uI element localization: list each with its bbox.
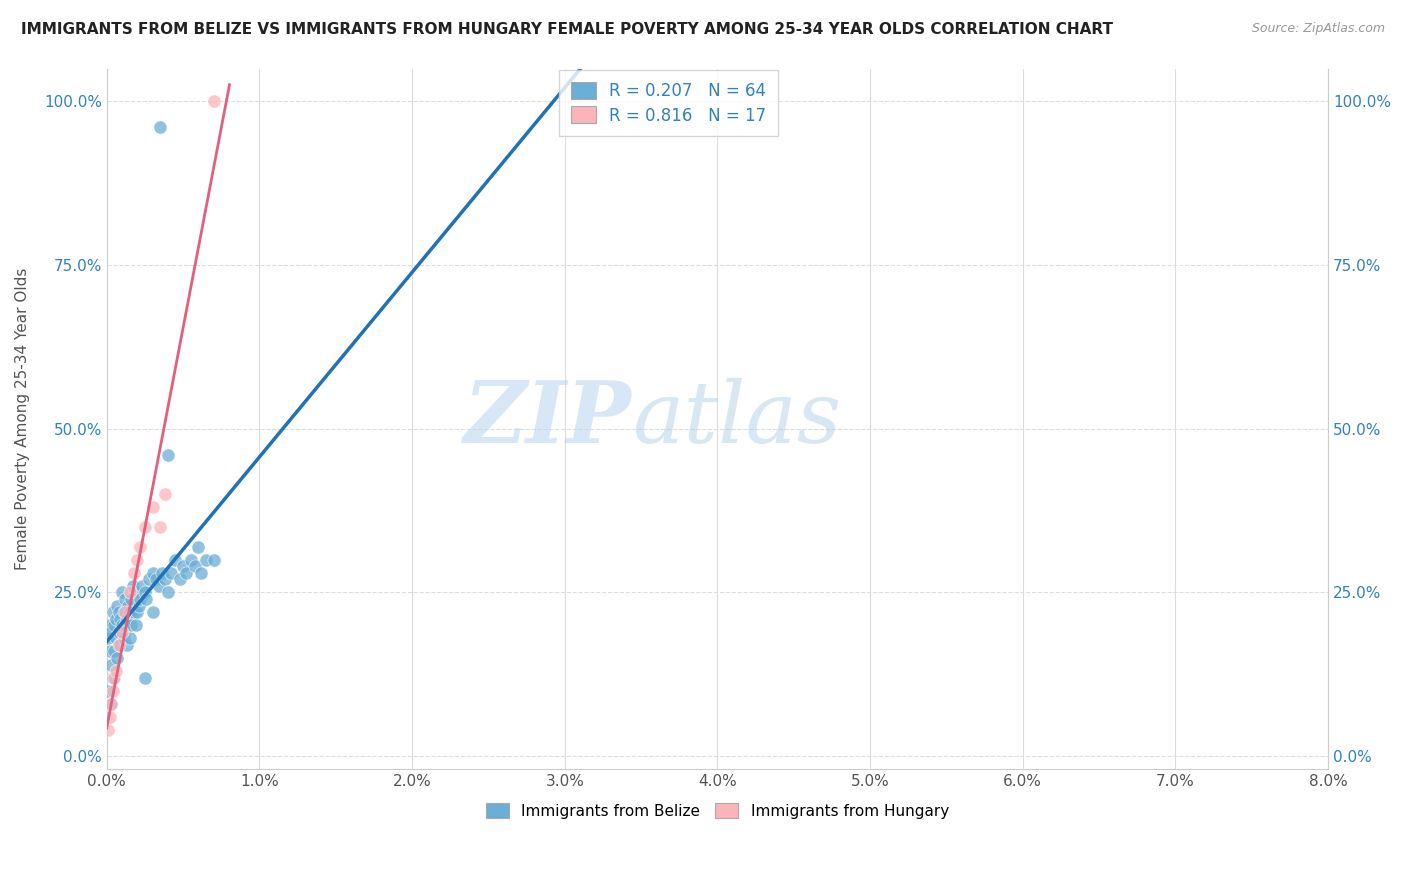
Point [153, 487, 176, 501]
Point [114, 592, 136, 607]
Point [121, 579, 143, 593]
Point [98, 644, 121, 658]
Point [153, 573, 176, 587]
Point [202, 552, 225, 566]
Point [131, 579, 153, 593]
Point [107, 599, 129, 613]
Point [138, 573, 160, 587]
Point [165, 552, 187, 566]
Point [120, 618, 142, 632]
Point [111, 624, 134, 639]
Point [115, 638, 138, 652]
Point [97, 683, 120, 698]
Point [156, 448, 179, 462]
Point [127, 585, 149, 599]
Point [98, 618, 121, 632]
Point [127, 605, 149, 619]
Point [174, 566, 197, 580]
Point [128, 599, 150, 613]
Point [202, 95, 225, 109]
Point [112, 605, 135, 619]
Point [142, 605, 165, 619]
Point [111, 618, 134, 632]
Point [134, 585, 156, 599]
Point [107, 651, 129, 665]
Point [117, 599, 139, 613]
Point [100, 657, 122, 672]
Point [187, 540, 209, 554]
Point [145, 573, 167, 587]
Point [101, 605, 124, 619]
Point [122, 605, 145, 619]
Point [190, 566, 212, 580]
Point [108, 638, 131, 652]
Point [108, 605, 131, 619]
Point [195, 552, 218, 566]
Point [110, 638, 132, 652]
Point [127, 552, 149, 566]
Point [103, 618, 125, 632]
Point [149, 520, 172, 534]
Point [115, 612, 138, 626]
Point [180, 552, 202, 566]
Point [134, 520, 156, 534]
Point [135, 592, 157, 607]
Point [114, 618, 136, 632]
Point [103, 671, 125, 685]
Point [100, 624, 122, 639]
Point [101, 671, 124, 685]
Point [134, 671, 156, 685]
Point [156, 585, 179, 599]
Point [101, 683, 124, 698]
Point [120, 592, 142, 607]
Point [104, 612, 127, 626]
Point [172, 559, 194, 574]
Point [149, 120, 172, 135]
Point [160, 566, 183, 580]
Point [97, 632, 120, 646]
Point [112, 632, 135, 646]
Point [104, 664, 127, 678]
Text: IMMIGRANTS FROM BELIZE VS IMMIGRANTS FROM HUNGARY FEMALE POVERTY AMONG 25-34 YEA: IMMIGRANTS FROM BELIZE VS IMMIGRANTS FRO… [21, 22, 1114, 37]
Point [118, 632, 141, 646]
Point [118, 605, 141, 619]
Point [100, 697, 122, 711]
Point [97, 723, 120, 737]
Point [122, 566, 145, 580]
Point [118, 585, 141, 599]
Point [150, 566, 173, 580]
Point [103, 644, 125, 658]
Point [184, 559, 207, 574]
Point [104, 632, 127, 646]
Point [148, 579, 170, 593]
Point [129, 540, 152, 554]
Point [129, 592, 152, 607]
Text: Source: ZipAtlas.com: Source: ZipAtlas.com [1251, 22, 1385, 36]
Point [108, 624, 131, 639]
Text: ZIP: ZIP [464, 377, 631, 460]
Point [125, 618, 148, 632]
Y-axis label: Female Poverty Among 25-34 Year Olds: Female Poverty Among 25-34 Year Olds [15, 268, 30, 570]
Point [98, 710, 121, 724]
Legend: Immigrants from Belize, Immigrants from Hungary: Immigrants from Belize, Immigrants from … [479, 797, 955, 825]
Point [169, 573, 191, 587]
Point [142, 566, 165, 580]
Point [110, 612, 132, 626]
Point [111, 585, 134, 599]
Point [100, 697, 122, 711]
Point [114, 605, 136, 619]
Point [142, 500, 165, 515]
Text: atlas: atlas [631, 377, 841, 460]
